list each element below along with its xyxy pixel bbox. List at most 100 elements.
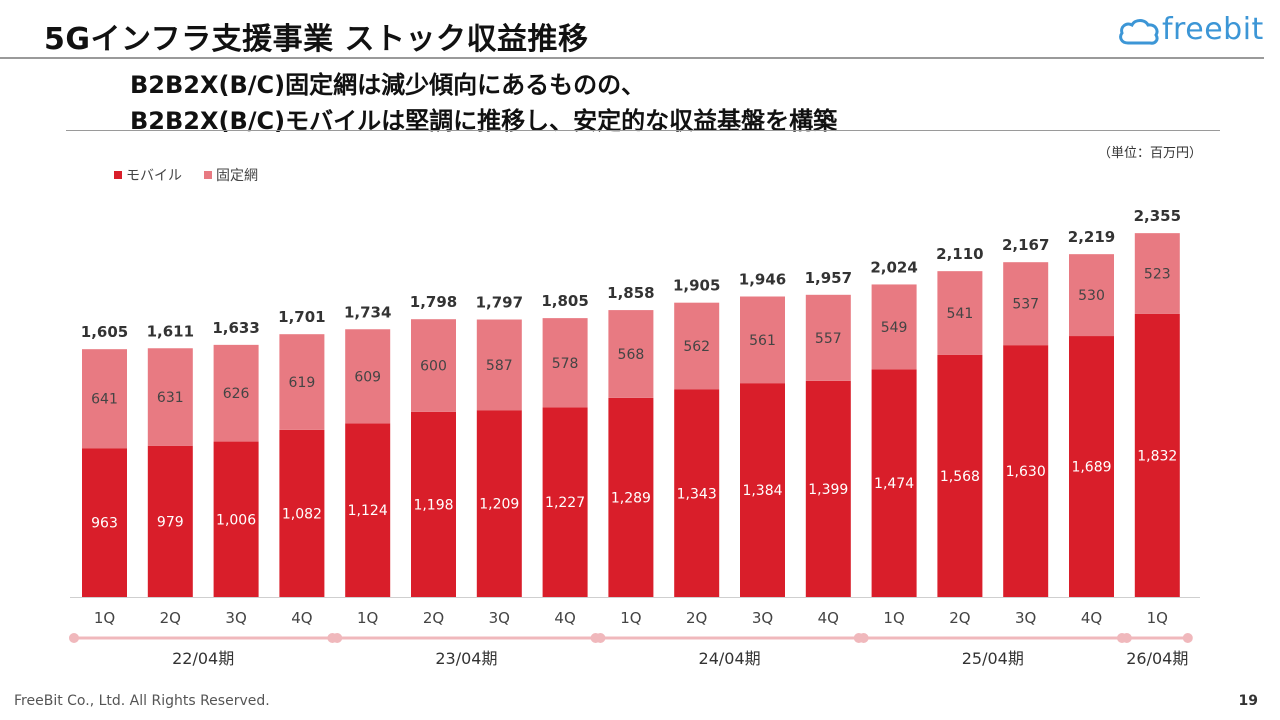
bar-fixed: [411, 319, 456, 412]
value-label-fixed: 568: [618, 347, 645, 363]
bar-fixed: [674, 302, 720, 390]
value-label-fixed: 600: [420, 359, 447, 375]
value-label-fixed: 557: [815, 331, 842, 347]
period-bracket-dot: [595, 633, 606, 643]
value-label-total: 1,905: [673, 277, 720, 295]
value-label-mobile: 1,082: [282, 506, 322, 522]
bar-fixed: [1069, 254, 1114, 337]
value-label-total: 2,355: [1134, 207, 1181, 225]
bar-mobile: [937, 354, 983, 597]
bar-mobile: [608, 397, 654, 597]
value-label-fixed: 537: [1012, 297, 1039, 313]
value-label-total: 1,701: [278, 308, 325, 326]
freebit-logo: freebit: [1118, 12, 1268, 52]
bar-mobile: [345, 423, 391, 597]
bar-mobile: [674, 389, 720, 597]
title-divider: [0, 57, 1264, 59]
value-label-total: 1,734: [344, 303, 391, 321]
bar-mobile: [411, 411, 456, 597]
chart-legend: モバイル 固定網: [114, 165, 258, 185]
bar-fixed: [1003, 262, 1049, 346]
value-label-fixed: 626: [223, 386, 250, 402]
legend-item-mobile: モバイル: [114, 165, 182, 185]
bar-fixed: [871, 284, 917, 370]
bar-mobile: [147, 445, 193, 597]
bar-fixed: [147, 348, 193, 446]
period-label: 23/04期: [435, 649, 497, 668]
x-tick-label: 3Q: [489, 609, 510, 627]
subtitle-divider: [66, 130, 1220, 131]
subtitle-line-1: B2B2X(B/C)固定網は減少傾向にあるものの、: [130, 71, 646, 99]
value-label-total: 1,611: [147, 322, 194, 340]
value-label-mobile: 1,384: [742, 483, 782, 499]
bar-mobile: [1069, 336, 1114, 597]
x-tick-label: 4Q: [818, 609, 839, 627]
cloud-logo-icon: [1119, 19, 1159, 45]
bar-mobile: [542, 407, 588, 597]
legend-swatch-fixed: [204, 171, 212, 179]
value-label-fixed: 562: [683, 339, 710, 355]
bar-fixed: [82, 349, 127, 449]
value-label-mobile: 963: [91, 516, 118, 532]
bar-fixed: [805, 294, 851, 381]
x-tick-label: 1Q: [1147, 609, 1168, 627]
period-bracket-dot: [858, 633, 869, 643]
value-label-fixed: 609: [354, 369, 381, 385]
page-number: 19: [1238, 693, 1258, 709]
unit-label: （単位：百万円）: [1097, 146, 1202, 161]
value-label-mobile: 1,227: [545, 495, 585, 511]
page-title: 5Gインフラ支援事業 ストック収益推移: [44, 22, 589, 57]
bar-fixed: [476, 319, 522, 411]
bar-mobile: [279, 429, 325, 597]
copyright-footer: FreeBit Co., Ltd. All Rights Reserved.: [14, 693, 270, 709]
value-label-fixed: 578: [552, 356, 579, 372]
value-label-total: 1,633: [212, 319, 259, 337]
bar-mobile: [805, 380, 851, 597]
value-label-total: 2,167: [1002, 236, 1049, 254]
stacked-bar-chart: 963 641 1,605 1Q 979 631 1,611 2Q 1,006 626 1,633 3…: [69, 207, 1200, 668]
value-label-total: 2,024: [870, 258, 917, 276]
value-label-fixed: 561: [749, 333, 776, 349]
x-tick-label: 2Q: [160, 609, 181, 627]
value-label-fixed: 619: [289, 375, 316, 391]
x-tick-label: 3Q: [752, 609, 773, 627]
x-tick-label: 2Q: [949, 609, 970, 627]
value-label-total: 1,798: [410, 293, 457, 311]
bar-fixed: [345, 329, 391, 424]
x-tick-label: 3Q: [225, 609, 246, 627]
value-label-total: 1,605: [81, 323, 128, 341]
legend-item-fixed: 固定網: [204, 165, 258, 185]
value-label-fixed: 641: [91, 392, 118, 408]
x-tick-label: 4Q: [1081, 609, 1102, 627]
period-label: 24/04期: [699, 649, 761, 668]
value-label-total: 2,219: [1068, 228, 1115, 246]
value-label-mobile: 1,198: [413, 497, 453, 513]
value-label-fixed: 530: [1078, 288, 1105, 304]
bar-mobile: [476, 410, 522, 597]
value-label-fixed: 587: [486, 358, 513, 374]
x-tick-label: 4Q: [554, 609, 575, 627]
value-label-fixed: 523: [1144, 267, 1171, 283]
value-label-total: 1,858: [607, 284, 654, 302]
period-label: 22/04期: [172, 649, 234, 668]
legend-swatch-mobile: [114, 171, 122, 179]
x-tick-label: 2Q: [686, 609, 707, 627]
period-bracket-dot: [69, 633, 79, 643]
value-label-mobile: 1,289: [611, 490, 651, 506]
period-label: 25/04期: [962, 649, 1024, 668]
value-label-mobile: 1,006: [216, 512, 256, 528]
bar-fixed: [213, 344, 259, 442]
bar-fixed: [608, 310, 654, 398]
bar-fixed: [740, 296, 785, 384]
bar-mobile: [740, 383, 785, 597]
value-label-total: 1,805: [541, 292, 588, 310]
x-tick-label: 1Q: [357, 609, 378, 627]
value-label-mobile: 1,689: [1071, 460, 1111, 476]
value-label-mobile: 1,124: [348, 503, 388, 519]
legend-label-fixed: 固定網: [216, 168, 258, 184]
bar-fixed: [279, 334, 325, 430]
x-tick-label: 4Q: [291, 609, 312, 627]
value-label-mobile: 1,343: [677, 486, 717, 502]
value-label-mobile: 1,399: [808, 482, 848, 498]
bar-mobile: [1134, 313, 1180, 597]
